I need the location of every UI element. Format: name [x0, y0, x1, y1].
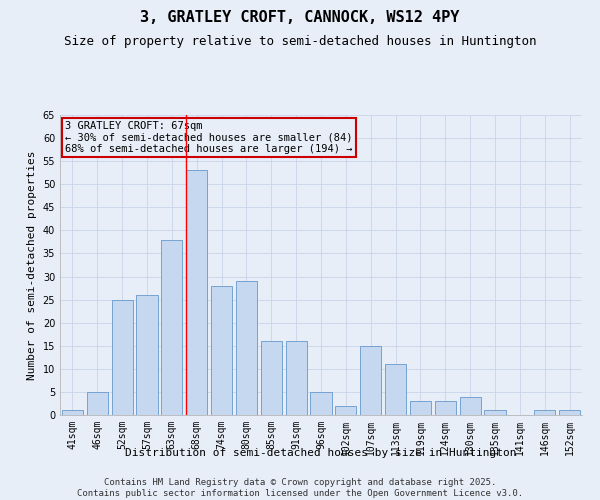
Text: 3 GRATLEY CROFT: 67sqm
← 30% of semi-detached houses are smaller (84)
68% of sem: 3 GRATLEY CROFT: 67sqm ← 30% of semi-det… — [65, 121, 353, 154]
Bar — [211, 286, 232, 415]
Text: 3, GRATLEY CROFT, CANNOCK, WS12 4PY: 3, GRATLEY CROFT, CANNOCK, WS12 4PY — [140, 10, 460, 25]
Bar — [534, 410, 555, 415]
Bar — [87, 392, 108, 415]
Bar — [112, 300, 133, 415]
Bar — [410, 401, 431, 415]
Bar — [385, 364, 406, 415]
Bar — [136, 295, 158, 415]
Bar — [559, 410, 580, 415]
Bar — [360, 346, 381, 415]
Bar — [261, 341, 282, 415]
Text: Size of property relative to semi-detached houses in Huntington: Size of property relative to semi-detach… — [64, 35, 536, 48]
Bar — [186, 170, 207, 415]
Bar — [435, 401, 456, 415]
Bar — [335, 406, 356, 415]
Bar — [286, 341, 307, 415]
Y-axis label: Number of semi-detached properties: Number of semi-detached properties — [27, 150, 37, 380]
Text: Distribution of semi-detached houses by size in Huntington: Distribution of semi-detached houses by … — [125, 448, 517, 458]
Bar — [236, 281, 257, 415]
Bar — [310, 392, 332, 415]
Bar — [484, 410, 506, 415]
Bar — [161, 240, 182, 415]
Bar — [460, 396, 481, 415]
Text: Contains HM Land Registry data © Crown copyright and database right 2025.
Contai: Contains HM Land Registry data © Crown c… — [77, 478, 523, 498]
Bar — [62, 410, 83, 415]
